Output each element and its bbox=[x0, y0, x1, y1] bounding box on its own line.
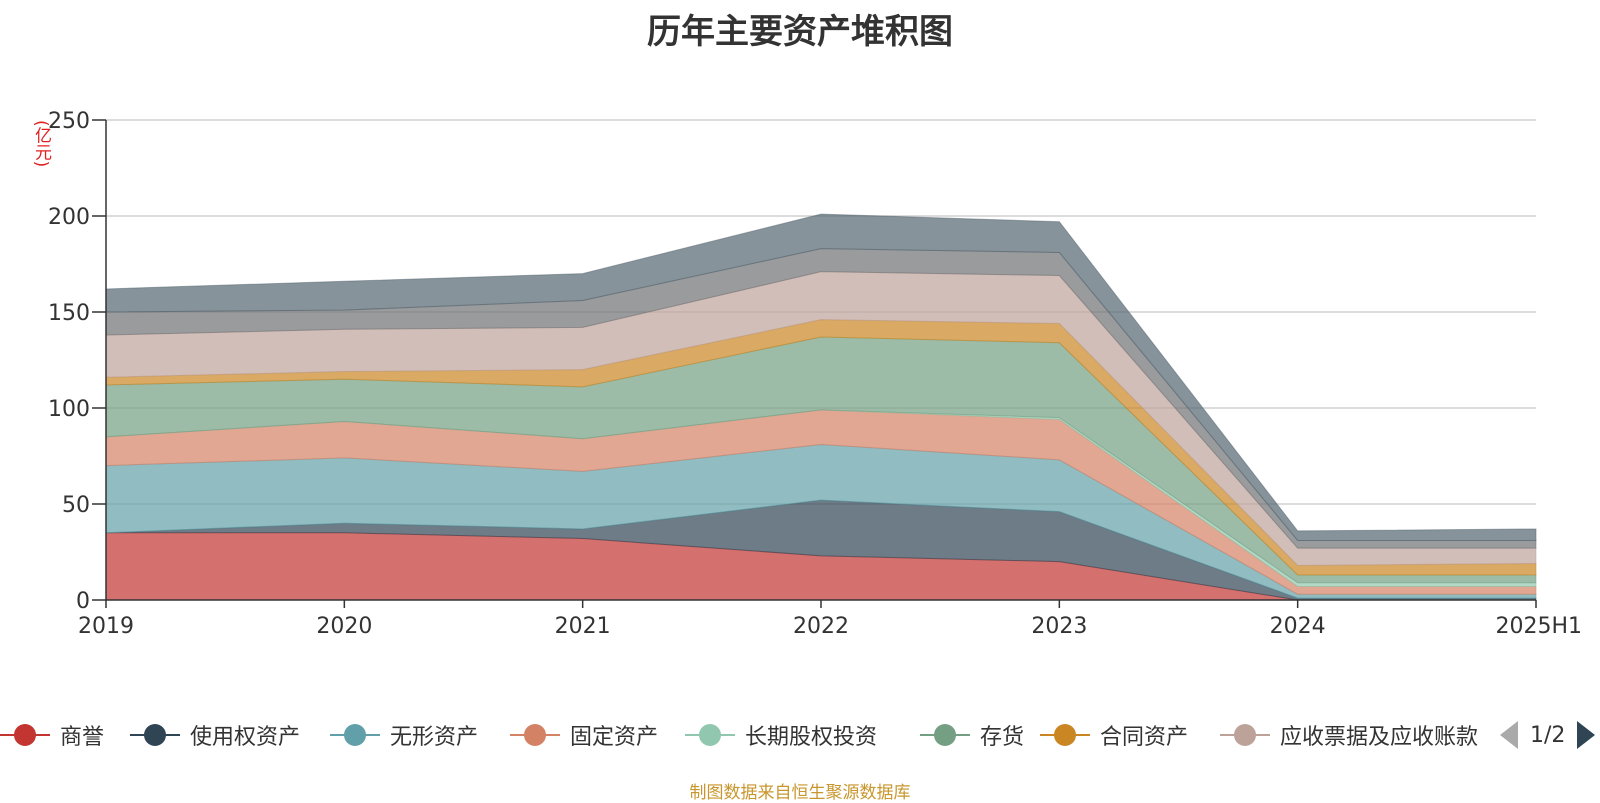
legend-marker-icon bbox=[685, 723, 735, 747]
tick-labels: 0 50 100 150 200 250 2019 2020 2021 2022 2023 2024 2… bbox=[48, 109, 1582, 639]
legend-pager: 1/2 bbox=[1500, 715, 1596, 755]
x-tick-label: 2020 bbox=[316, 614, 372, 639]
y-axis-unit-label: (亿元) bbox=[31, 120, 51, 168]
legend-label: 应收票据及应收账款 bbox=[1280, 725, 1479, 750]
legend-item[interactable]: 无形资产 bbox=[330, 715, 478, 755]
legend-label: 无形资产 bbox=[390, 725, 479, 750]
legend-label: 存货 bbox=[980, 725, 1025, 750]
x-tick-label: 2021 bbox=[555, 614, 611, 639]
x-tick-label: 2024 bbox=[1270, 614, 1326, 639]
legend-marker-icon bbox=[330, 723, 380, 747]
legend-marker-icon bbox=[1220, 723, 1270, 747]
legend-prev-page-icon[interactable] bbox=[1500, 721, 1518, 749]
legend-marker-icon bbox=[1040, 723, 1090, 747]
stacked-area-chart: 0 50 100 150 200 250 2019 2020 2021 2022 2023 2024 2… bbox=[48, 109, 1582, 639]
legend-label: 合同资产 bbox=[1100, 725, 1189, 750]
legend-label: 商誉 bbox=[60, 725, 105, 750]
y-tick-label: 50 bbox=[62, 493, 90, 518]
legend-page-indicator: 1/2 bbox=[1530, 722, 1566, 748]
legend-item[interactable]: 长期股权投资 bbox=[685, 715, 877, 755]
y-tick-label: 0 bbox=[76, 589, 90, 614]
legend-item[interactable]: 应收票据及应收账款 bbox=[1220, 715, 1478, 755]
area-series-9 bbox=[105, 213, 1537, 541]
x-tick-label: 2023 bbox=[1031, 614, 1087, 639]
legend-marker-icon bbox=[130, 723, 180, 747]
legend-item[interactable]: 商誉 bbox=[0, 715, 104, 755]
x-tick-label: 2019 bbox=[78, 614, 134, 639]
y-tick-label: 200 bbox=[48, 205, 90, 230]
legend-item[interactable]: 存货 bbox=[920, 715, 1024, 755]
legend-label: 固定资产 bbox=[570, 725, 659, 750]
x-tick-label: 2025H1 bbox=[1495, 614, 1582, 639]
legend-item[interactable]: 使用权资产 bbox=[130, 715, 300, 755]
axes bbox=[92, 119, 1537, 608]
legend-marker-icon bbox=[510, 723, 560, 747]
x-tick-label: 2022 bbox=[793, 614, 849, 639]
y-tick-label: 100 bbox=[48, 397, 90, 422]
legend-label: 长期股权投资 bbox=[745, 725, 878, 750]
y-tick-label: 250 bbox=[48, 109, 90, 134]
legend-next-page-icon[interactable] bbox=[1577, 721, 1596, 749]
source-note: 制图数据来自恒生聚源数据库 bbox=[689, 783, 911, 803]
legend-marker-icon bbox=[0, 723, 50, 747]
area-series bbox=[105, 213, 1537, 601]
legend-item[interactable]: 合同资产 bbox=[1040, 715, 1188, 755]
y-tick-label: 150 bbox=[48, 301, 90, 326]
legend-marker-icon bbox=[920, 723, 970, 747]
legend-items: 商誉 使用权资产 无形资产 固定资产 长期股权投资 存货 合同资产 应收票据及应收账款 bbox=[0, 715, 1480, 755]
chart-title: 历年主要资产堆积图 bbox=[647, 12, 953, 52]
legend-label: 使用权资产 bbox=[190, 725, 301, 750]
legend-item[interactable]: 固定资产 bbox=[510, 715, 658, 755]
legend: 商誉 使用权资产 无形资产 固定资产 长期股权投资 存货 合同资产 应收票据及应收账款 bbox=[0, 715, 1600, 755]
